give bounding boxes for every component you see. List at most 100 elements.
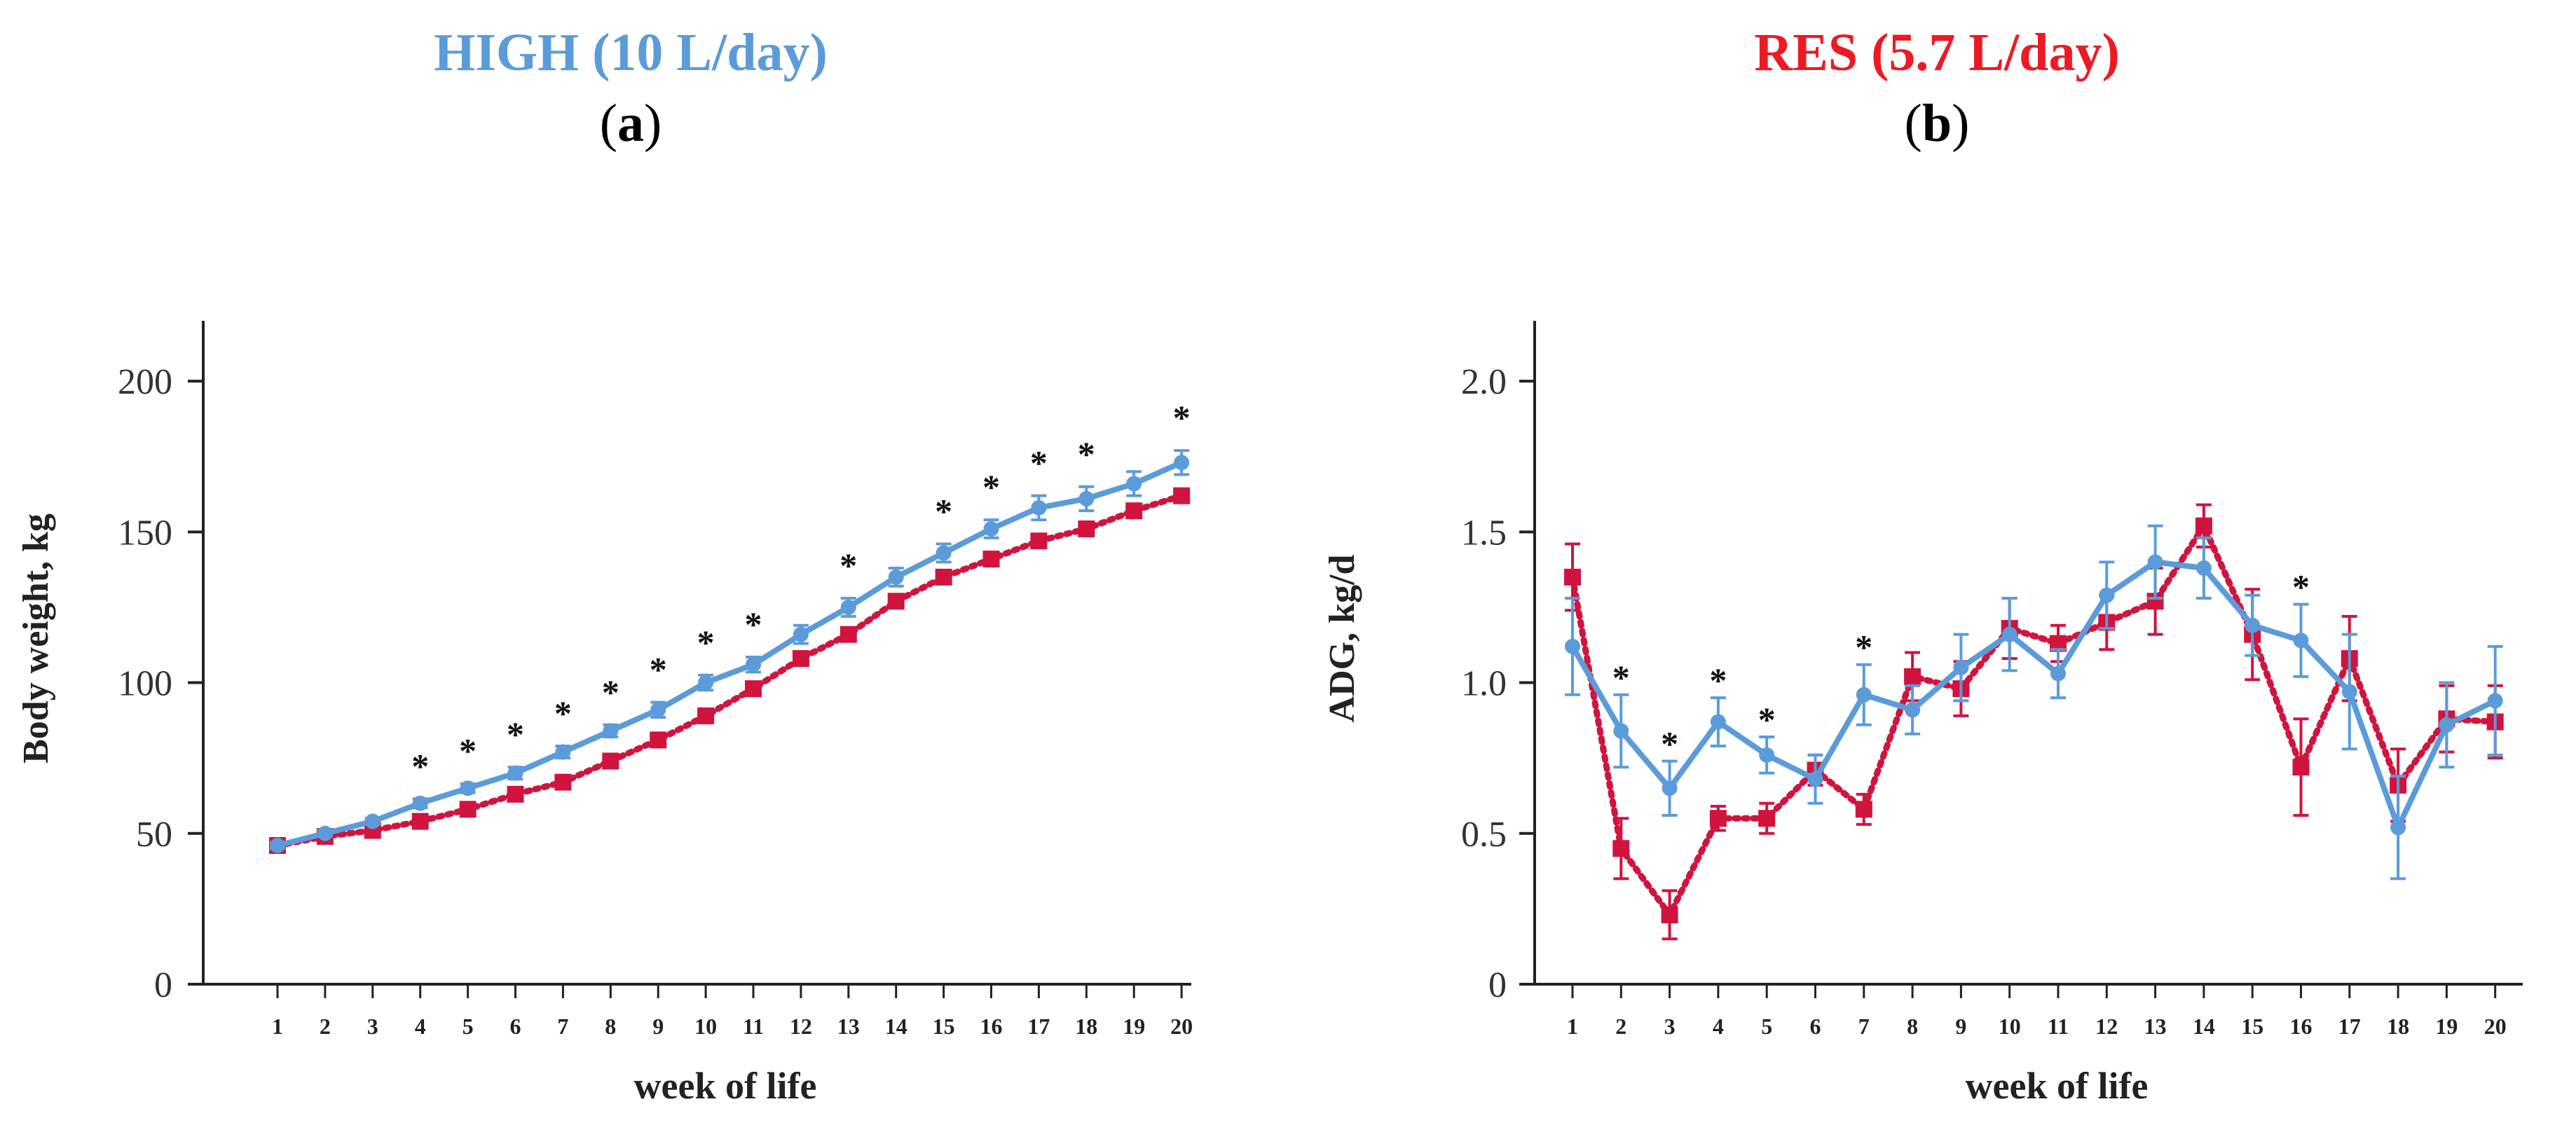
data-point-res: [459, 801, 477, 818]
data-point-high: [2390, 820, 2406, 836]
x-tick-label: 12: [2095, 1014, 2118, 1039]
data-point-res: [1173, 487, 1191, 504]
data-point-high: [603, 723, 619, 739]
significance-star: *: [459, 731, 477, 771]
data-point-high: [2439, 717, 2455, 733]
y-tick-label: 200: [118, 362, 172, 402]
x-tick-label: 9: [652, 1014, 664, 1039]
x-tick-label: 20: [1170, 1014, 1193, 1039]
significance-star: *: [1709, 661, 1727, 700]
data-point-high: [1031, 499, 1047, 516]
data-point-res: [1661, 906, 1678, 923]
significance-star: *: [697, 623, 715, 662]
data-point-high: [2195, 560, 2212, 576]
x-tick-label: 3: [367, 1014, 378, 1039]
data-point-res: [745, 680, 762, 698]
significance-star: *: [935, 492, 952, 531]
data-point-res: [1612, 840, 1630, 857]
data-point-res: [1855, 801, 1872, 818]
x-tick-label: 2: [320, 1014, 331, 1039]
significance-star: *: [982, 467, 1000, 506]
series-res: [269, 487, 1191, 854]
header-a: HIGH (10 L/day) (a): [210, 21, 1051, 158]
data-point-high: [317, 825, 333, 841]
y-tick-label: 0: [154, 965, 172, 1005]
x-tick-label: 4: [1713, 1014, 1724, 1039]
significance-star: *: [2292, 567, 2310, 607]
significance-star: *: [507, 715, 524, 754]
data-point-high: [1078, 490, 1095, 506]
x-tick-label: 14: [885, 1014, 907, 1039]
x-tick-label: 8: [1907, 1014, 1918, 1039]
data-point-high: [2245, 617, 2261, 633]
header-b: RES (5.7 L/day) (b): [1516, 21, 2357, 158]
data-point-high: [507, 765, 523, 781]
data-point-high: [1126, 476, 1142, 492]
data-point-high: [650, 702, 666, 718]
data-point-res: [935, 568, 952, 586]
data-point-high: [1807, 771, 1823, 787]
x-tick-label: 1: [1567, 1014, 1578, 1039]
y-tick-label: 0: [1488, 965, 1507, 1005]
data-point-high: [1953, 660, 1969, 676]
x-tick-label: 3: [1664, 1014, 1676, 1039]
y-tick-label: 100: [118, 664, 172, 704]
significance-star: *: [602, 672, 619, 712]
data-point-res: [1125, 502, 1143, 520]
data-point-high: [2099, 587, 2115, 603]
data-point-high: [2147, 554, 2163, 570]
series-line-high: [1570, 559, 2497, 831]
data-point-res: [554, 773, 572, 791]
x-tick-label: 17: [1027, 1014, 1050, 1039]
x-tick-label: 13: [2144, 1014, 2167, 1039]
x-tick-label: 15: [933, 1014, 955, 1039]
data-point-res: [411, 813, 429, 830]
x-tick-label: 14: [2193, 1014, 2215, 1039]
significance-star: *: [1758, 700, 1776, 739]
data-point-high: [1856, 686, 1872, 703]
data-point-high: [840, 599, 856, 615]
data-point-high: [936, 545, 952, 561]
x-tick-label: 6: [1810, 1014, 1821, 1039]
data-point-high: [1565, 638, 1580, 654]
series-high: [270, 449, 1190, 853]
x-tick-label: 6: [510, 1014, 521, 1039]
data-point-res: [507, 785, 524, 803]
x-tick-label: 16: [980, 1014, 1003, 1039]
x-tick-label: 2: [1615, 1014, 1626, 1039]
x-tick-label: 12: [790, 1014, 812, 1039]
data-point-res: [982, 551, 1000, 568]
data-point-res: [840, 626, 857, 643]
x-tick-label: 18: [1075, 1014, 1097, 1039]
y-tick-label: 0.5: [1461, 815, 1507, 855]
data-point-high: [460, 780, 476, 796]
x-tick-label: 8: [605, 1014, 616, 1039]
significance-star: *: [840, 546, 857, 585]
significance-star: *: [1855, 628, 1872, 667]
data-point-high: [2050, 665, 2066, 682]
panel-b-label: (b): [1904, 94, 1970, 153]
y-axis-title: ADG, kg/d: [1322, 555, 1362, 723]
x-tick-label: 13: [837, 1014, 860, 1039]
data-point-high: [1905, 702, 1921, 718]
data-point-res: [2292, 759, 2310, 776]
x-tick-label: 4: [415, 1014, 426, 1039]
significance-star: *: [554, 693, 572, 733]
significance-star: *: [1661, 724, 1678, 763]
data-point-high: [1759, 747, 1775, 763]
data-point-high: [2487, 693, 2503, 709]
significance-star: *: [411, 746, 429, 785]
data-point-high: [698, 675, 714, 691]
x-tick-label: 7: [557, 1014, 568, 1039]
significance-star: *: [1078, 434, 1095, 474]
significance-star: *: [1030, 443, 1048, 483]
significance-star: *: [650, 650, 667, 689]
x-tick-label: 11: [2048, 1014, 2069, 1039]
x-tick-label: 18: [2387, 1014, 2409, 1039]
data-point-high: [2001, 626, 2017, 642]
data-point-high: [555, 744, 571, 760]
data-point-res: [792, 650, 809, 668]
data-point-res: [887, 593, 905, 610]
